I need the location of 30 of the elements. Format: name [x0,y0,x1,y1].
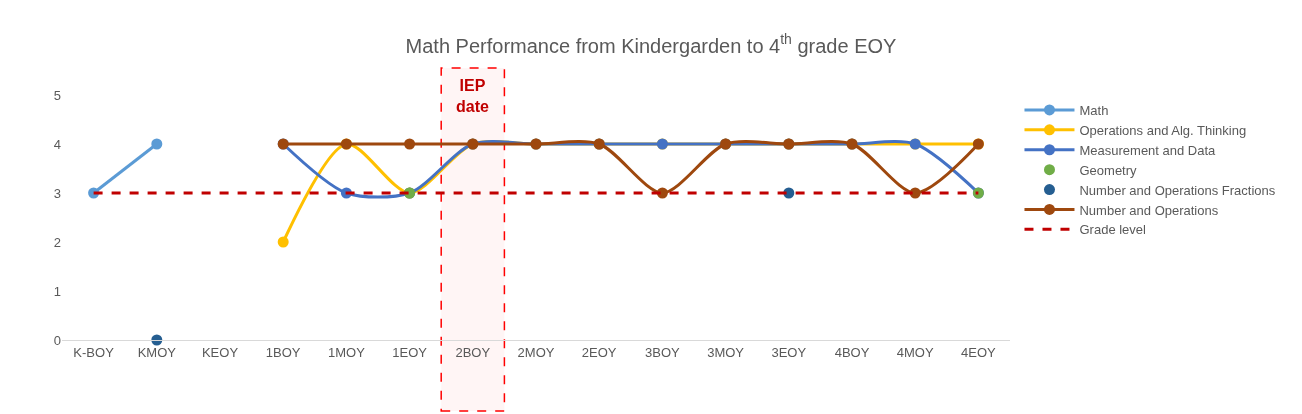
x-tick-label: 2EOY [581,344,617,360]
y-tick-label: 2 [53,234,61,250]
legend-label: Number and Operations Fractions [1079,182,1276,198]
x-tick-label: KMOY [137,344,177,360]
chart-title: Math Performance from Kindergarden to 4$^{th}$ grade EOY [405,31,897,57]
x-tick-label: 1EOY [392,344,428,360]
x-tick-label: K-BOY [73,344,115,360]
legend-label: Geometry [1079,162,1138,178]
y-tick-label: 1 [53,283,61,299]
x-tick-label: 2MOY [517,344,555,360]
x-tick-label: KEOY [201,344,239,360]
x-tick-label: 3MOY [707,344,745,360]
x-tick-label: 3EOY [771,344,807,360]
legend-label: Grade level [1079,222,1147,238]
x-tick-label: 1BOY [265,344,301,360]
y-tick-label: 5 [53,87,61,103]
legend-label: Number and Operations [1079,202,1219,218]
x-tick-label: 4EOY [961,344,997,360]
x-tick-label: 4BOY [834,344,870,360]
band-label: IEP date [456,77,489,115]
y-tick-label: 4 [53,136,61,152]
legend-label: Operations and Alg. Thinking [1079,122,1247,138]
x-tick-label: 1MOY [327,344,366,360]
x-tick-label: 4MOY [896,344,934,360]
x-tick-label: 3BOY [645,344,681,360]
y-tick-label: 0 [53,332,61,348]
x-tick-label: 2BOY [455,344,491,360]
y-tick-label: 3 [53,185,61,201]
legend-label: Math [1079,103,1109,119]
legend-label: Measurement and Data [1079,142,1217,158]
